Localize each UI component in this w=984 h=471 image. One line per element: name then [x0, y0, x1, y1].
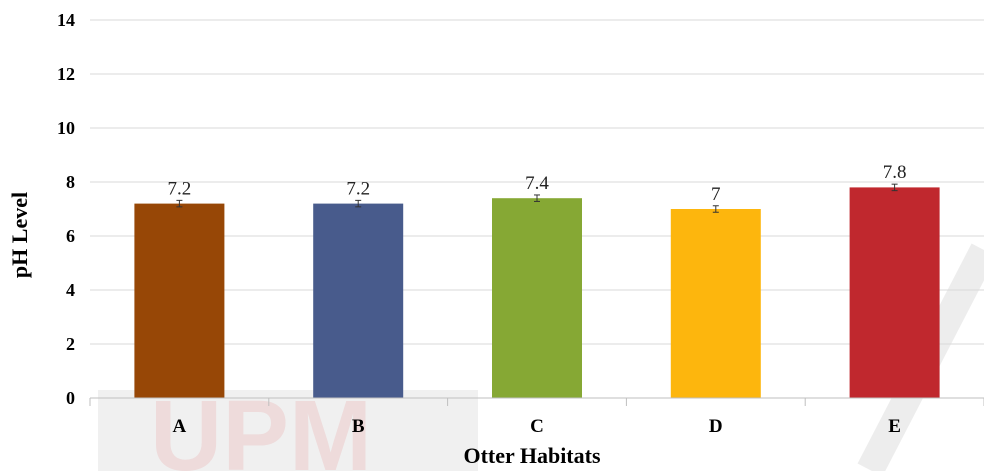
bar	[670, 209, 761, 398]
data-label: 7.2	[346, 178, 370, 199]
bar	[313, 203, 404, 398]
bar	[134, 203, 225, 398]
y-tick-label: 0	[66, 388, 75, 408]
bar	[492, 198, 582, 398]
y-axis-title: pH Level	[7, 192, 32, 278]
x-axis-categories: A B C D E	[173, 416, 901, 437]
y-tick-label: 6	[66, 226, 75, 246]
y-tick-label: 12	[57, 64, 75, 84]
x-tick-label: D	[709, 416, 723, 437]
data-label: 7	[711, 184, 721, 205]
error-bars	[176, 183, 898, 213]
x-tick-label: A	[173, 416, 187, 437]
watermark-bg	[98, 390, 478, 471]
data-label: 7.4	[525, 173, 549, 194]
x-tick-label: E	[888, 416, 901, 437]
x-axis	[89, 397, 984, 406]
bar	[849, 187, 940, 398]
y-axis-ticks: 0 2 4 6 8 10 12 14	[57, 10, 75, 408]
data-labels: 7.2 7.2 7.4 7 7.8	[168, 162, 907, 205]
y-tick-label: 14	[57, 10, 75, 30]
y-tick-label: 2	[66, 334, 75, 354]
y-tick-label: 8	[66, 172, 75, 192]
data-label: 7.2	[168, 178, 192, 199]
y-tick-label: 4	[66, 280, 75, 300]
y-tick-label: 10	[57, 118, 75, 138]
bars	[134, 187, 940, 398]
data-label: 7.8	[883, 162, 907, 183]
x-tick-label: B	[352, 416, 365, 437]
x-tick-label: C	[530, 416, 544, 437]
x-axis-title: Otter Habitats	[463, 443, 601, 468]
